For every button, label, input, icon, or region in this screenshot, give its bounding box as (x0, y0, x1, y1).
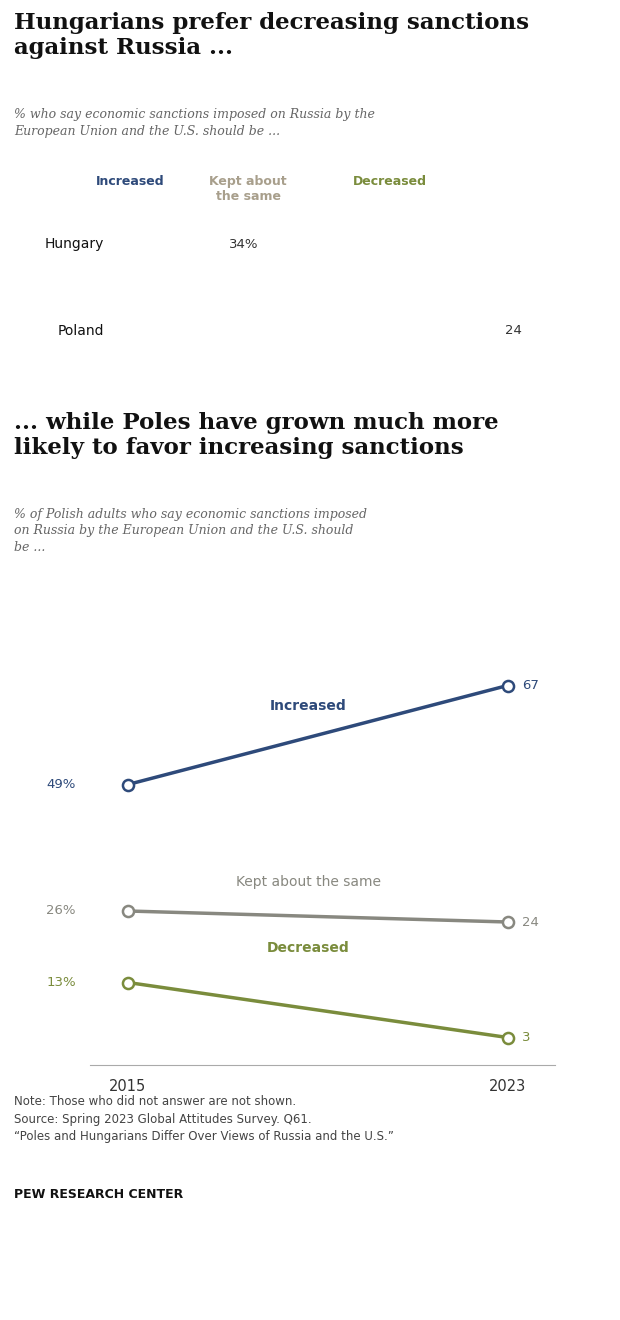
Text: 34%: 34% (229, 238, 258, 251)
Text: 67: 67 (522, 678, 539, 692)
Text: 26%: 26% (46, 904, 76, 917)
Text: 8%: 8% (121, 238, 142, 251)
Text: % who say economic sanctions imposed on Russia by the
European Union and the U.S: % who say economic sanctions imposed on … (14, 108, 375, 137)
Text: PEW RESEARCH CENTER: PEW RESEARCH CENTER (14, 1188, 184, 1201)
Text: Hungary: Hungary (45, 238, 104, 251)
Text: Kept about the same: Kept about the same (236, 875, 381, 888)
Text: 13%: 13% (46, 975, 76, 989)
Text: Note: Those who did not answer are not shown.
Source: Spring 2023 Global Attitud: Note: Those who did not answer are not s… (14, 1096, 394, 1143)
Text: % of Polish adults who say economic sanctions imposed
on Russia by the European : % of Polish adults who say economic sanc… (14, 508, 367, 554)
Text: Decreased: Decreased (267, 941, 350, 954)
Text: Increased: Increased (95, 176, 164, 187)
Text: Poland: Poland (58, 323, 104, 338)
Text: ... while Poles have grown much more
likely to favor increasing sanctions: ... while Poles have grown much more lik… (14, 412, 498, 458)
Text: Increased: Increased (270, 700, 347, 713)
Text: Hungarians prefer decreasing sanctions
against Russia ...: Hungarians prefer decreasing sanctions a… (14, 12, 529, 58)
Text: 3: 3 (522, 1031, 530, 1044)
Text: 24: 24 (505, 325, 522, 338)
Text: Decreased: Decreased (353, 176, 427, 187)
Text: 48%: 48% (447, 238, 477, 251)
Text: 67: 67 (273, 325, 290, 338)
Text: 49%: 49% (46, 777, 76, 791)
Text: Kept about
the same: Kept about the same (209, 176, 287, 203)
Text: 24: 24 (522, 916, 539, 928)
